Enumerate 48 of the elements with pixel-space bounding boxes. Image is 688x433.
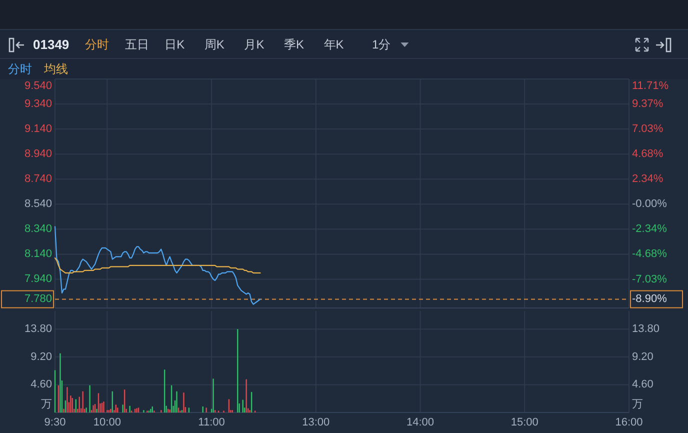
y2-tick-label: 4.60 [632, 378, 654, 391]
text: 年K [324, 38, 344, 52]
y2-tick-label: 13.80 [632, 323, 660, 336]
y-tick-label: 8.540 [24, 198, 52, 210]
y2-tick-label: 9.20 [632, 350, 654, 363]
text: 日K [164, 38, 185, 52]
y-tick-label: 9.540 [24, 80, 52, 92]
text: 季K [284, 38, 304, 52]
y-tick-label: 8.740 [24, 173, 52, 186]
x-tick-label: 16:00 [615, 416, 643, 428]
text: 均线 [43, 62, 68, 76]
x-tick-label: 14:00 [406, 416, 434, 428]
text: 分时 [85, 38, 109, 52]
text: 月K [244, 38, 264, 52]
y2-tick-label: 11.71% [632, 80, 669, 92]
y2-tick-label: -4.68% [632, 248, 668, 260]
y2-tick-label: -7.03% [632, 273, 668, 286]
x-tick-label: 11:00 [198, 416, 225, 428]
y-tick-label: 8.140 [24, 248, 52, 260]
y2-tick-label: -2.34% [632, 223, 668, 236]
text: 五日 [124, 38, 149, 52]
y2-tick-label: 4.68% [632, 148, 664, 160]
text: 周K [204, 38, 224, 52]
chart-title: 01349 [33, 37, 70, 52]
x-tick-label: 13:00 [302, 416, 330, 428]
line-series [54, 226, 261, 305]
x-tick-label: 9:30 [44, 416, 66, 428]
text: 1分 [372, 38, 391, 52]
y2-tick-label: 7.03% [632, 123, 664, 136]
y-tick-label: 8.340 [24, 223, 52, 236]
y-tick-label: 13.80 [24, 323, 52, 336]
line-series [54, 257, 261, 274]
y2-tick-label: 9.37% [632, 98, 664, 110]
y-tick-label: 9.20 [30, 350, 52, 363]
x-tick-label: 10:00 [93, 416, 121, 428]
y-tick-label: 9.140 [24, 123, 52, 136]
y2-axis-title: 万 [632, 398, 643, 410]
text: 分时 [8, 62, 32, 76]
y2-tick-label: -0.00% [632, 198, 668, 210]
ref-line-label: 7.780 [24, 293, 52, 306]
y-tick-label: 9.340 [24, 98, 52, 110]
y-tick-label: 8.940 [24, 148, 52, 160]
y-axis-title: 万 [41, 398, 52, 410]
y-tick-label: 7.940 [24, 273, 52, 286]
x-tick-label: 15:00 [510, 416, 538, 428]
y2-tick-label: 2.34% [632, 173, 664, 186]
y-tick-label: 4.60 [30, 378, 52, 391]
text: -8.90% [632, 293, 668, 306]
